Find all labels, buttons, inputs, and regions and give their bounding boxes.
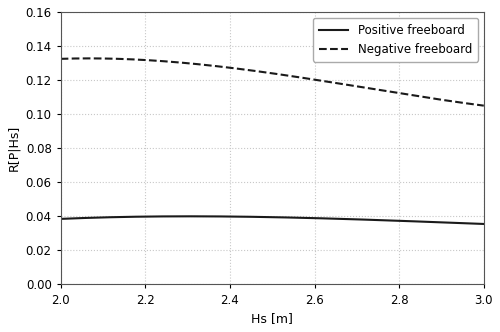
Negative freeboard [58, 57, 64, 61]
Line: Positive freeboard: Positive freeboard [60, 216, 484, 224]
Negative freeboard [318, 79, 324, 83]
Positive freeboard [58, 217, 64, 221]
X-axis label: Hs [m]: Hs [m] [252, 312, 293, 325]
Negative freeboard [311, 78, 317, 82]
Negative freeboard [59, 57, 65, 61]
Positive freeboard [318, 216, 324, 220]
Negative freeboard [416, 94, 422, 98]
Positive freeboard [442, 220, 448, 224]
Negative freeboard [481, 104, 487, 108]
Negative freeboard [86, 56, 92, 60]
Positive freeboard [59, 217, 65, 221]
Negative freeboard [442, 98, 448, 102]
Positive freeboard [310, 216, 316, 220]
Y-axis label: R[P|Hs]: R[P|Hs] [7, 125, 20, 171]
Positive freeboard [481, 222, 487, 226]
Line: Negative freeboard: Negative freeboard [60, 58, 484, 106]
Positive freeboard [186, 214, 192, 218]
Negative freeboard [310, 77, 316, 81]
Positive freeboard [311, 216, 317, 220]
Legend: Positive freeboard, Negative freeboard: Positive freeboard, Negative freeboard [313, 18, 478, 61]
Positive freeboard [416, 219, 422, 223]
